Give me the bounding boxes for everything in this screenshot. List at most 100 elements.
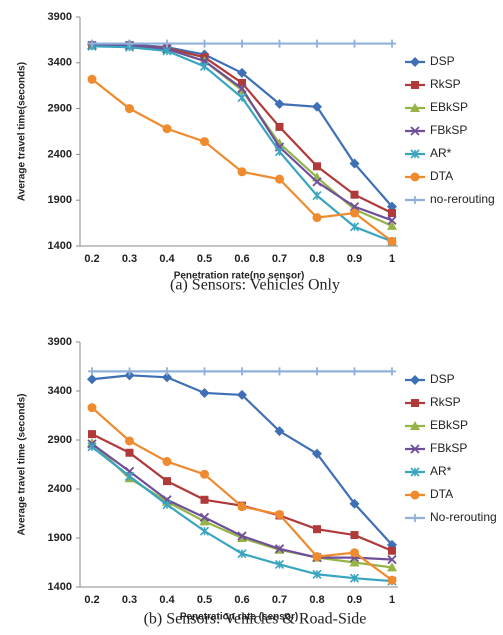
marker bbox=[87, 442, 97, 452]
legend-label: DSP bbox=[430, 54, 455, 68]
marker bbox=[237, 549, 247, 559]
y-tick-label: 3400 bbox=[48, 385, 72, 397]
x-axis-title: Penetration rate (sensor) bbox=[180, 612, 298, 623]
marker bbox=[410, 57, 420, 67]
y-tick-label: 3900 bbox=[48, 336, 72, 348]
marker bbox=[199, 526, 210, 536]
marker bbox=[88, 430, 96, 439]
marker bbox=[88, 367, 96, 376]
y-tick-label: 1900 bbox=[48, 532, 72, 544]
legend-label: FBkSP bbox=[430, 123, 467, 137]
y-tick-label: 1400 bbox=[48, 581, 72, 593]
marker bbox=[238, 39, 246, 48]
marker bbox=[312, 191, 322, 201]
marker bbox=[125, 104, 134, 114]
marker bbox=[163, 39, 171, 48]
marker bbox=[410, 375, 420, 385]
x-tick-label: 0.8 bbox=[309, 594, 324, 606]
marker bbox=[162, 46, 172, 56]
marker bbox=[87, 374, 97, 385]
marker bbox=[274, 426, 285, 437]
legend-label: DSP bbox=[430, 372, 455, 386]
marker bbox=[410, 444, 420, 454]
marker bbox=[275, 174, 284, 184]
x-tick-label: 0.5 bbox=[197, 594, 212, 606]
x-tick-label: 0.2 bbox=[84, 253, 99, 265]
x-tick-label: 0.2 bbox=[84, 594, 99, 606]
marker bbox=[410, 149, 420, 159]
marker bbox=[275, 367, 284, 376]
y-tick-label: 2900 bbox=[48, 434, 72, 446]
marker bbox=[200, 39, 209, 48]
x-tick-label: 0.3 bbox=[122, 594, 137, 606]
legend-label: EBkSP bbox=[430, 100, 468, 114]
marker bbox=[162, 500, 172, 510]
marker bbox=[410, 490, 420, 500]
legend-label: AR* bbox=[430, 464, 452, 478]
x-tick-label: 0.7 bbox=[272, 253, 287, 265]
marker bbox=[237, 93, 247, 103]
marker bbox=[410, 126, 420, 136]
y-tick-label: 1400 bbox=[48, 240, 72, 252]
marker bbox=[350, 531, 359, 540]
marker bbox=[410, 172, 420, 182]
marker bbox=[199, 387, 210, 398]
marker bbox=[411, 81, 419, 89]
marker bbox=[199, 61, 210, 72]
marker bbox=[313, 525, 321, 534]
y-tick-label: 3400 bbox=[48, 57, 72, 69]
legend-label: DTA bbox=[430, 487, 453, 501]
marker bbox=[313, 367, 321, 376]
marker bbox=[349, 573, 360, 583]
x-axis-title: Penetration rate(no sensor) bbox=[174, 271, 305, 282]
marker bbox=[162, 372, 172, 383]
legend-label: no-rerouting bbox=[430, 192, 495, 206]
x-tick-label: 0.8 bbox=[309, 253, 324, 265]
marker bbox=[125, 436, 134, 446]
marker bbox=[199, 516, 210, 526]
x-tick-label: 1 bbox=[389, 253, 395, 265]
marker bbox=[349, 201, 360, 212]
marker bbox=[312, 101, 322, 112]
y-tick-label: 2900 bbox=[48, 103, 72, 115]
marker bbox=[387, 215, 397, 225]
marker bbox=[200, 367, 209, 376]
marker bbox=[87, 403, 97, 413]
y-tick-label: 2400 bbox=[48, 148, 72, 160]
marker bbox=[349, 222, 360, 232]
marker bbox=[163, 367, 171, 376]
x-tick-label: 0.6 bbox=[234, 253, 249, 265]
marker bbox=[388, 367, 396, 376]
marker bbox=[237, 167, 247, 177]
marker bbox=[237, 67, 247, 78]
marker bbox=[349, 158, 360, 169]
x-tick-label: 0.4 bbox=[159, 594, 175, 606]
marker bbox=[312, 177, 322, 187]
caption: (b) Sensors: Vehicles & Road-Side bbox=[144, 611, 367, 628]
marker bbox=[312, 552, 322, 562]
marker bbox=[163, 477, 171, 486]
series-line bbox=[91, 78, 393, 243]
marker bbox=[349, 557, 360, 567]
marker bbox=[200, 137, 209, 147]
legend-label: RkSP bbox=[430, 77, 461, 91]
marker bbox=[237, 502, 247, 512]
marker bbox=[274, 544, 285, 554]
x-tick-label: 0.5 bbox=[197, 253, 212, 265]
marker bbox=[388, 39, 396, 48]
caption: (a) Sensors: Vehicles Only bbox=[170, 277, 340, 294]
marker bbox=[387, 236, 397, 246]
y-tick-label: 3900 bbox=[48, 11, 72, 23]
marker bbox=[125, 39, 134, 48]
marker bbox=[349, 498, 360, 509]
marker bbox=[350, 190, 359, 199]
x-tick-label: 0.4 bbox=[159, 253, 175, 265]
y-axis-title: Average travel time(seconds) bbox=[17, 62, 28, 201]
legend-label: AR* bbox=[430, 146, 452, 160]
marker bbox=[200, 495, 209, 504]
marker bbox=[411, 196, 419, 204]
marker bbox=[275, 122, 284, 131]
marker bbox=[410, 103, 420, 112]
marker bbox=[238, 367, 246, 376]
